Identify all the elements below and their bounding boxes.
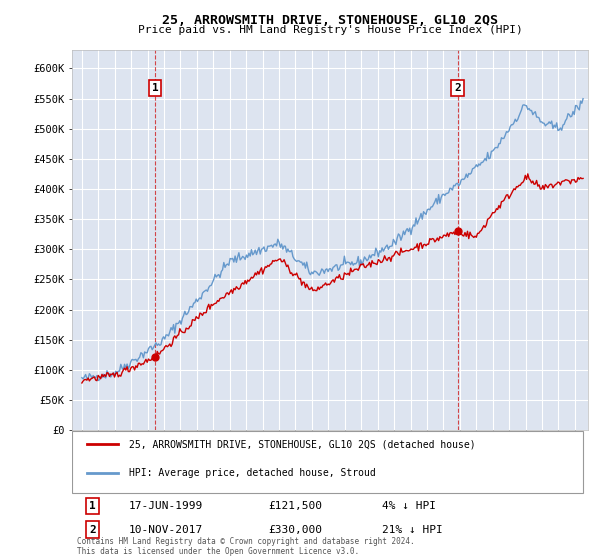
- Text: £330,000: £330,000: [268, 525, 322, 535]
- Text: £121,500: £121,500: [268, 501, 322, 511]
- Text: 1: 1: [89, 501, 96, 511]
- Text: Contains HM Land Registry data © Crown copyright and database right 2024.
This d: Contains HM Land Registry data © Crown c…: [77, 537, 415, 556]
- Text: 2: 2: [454, 83, 461, 93]
- Text: 1: 1: [152, 83, 158, 93]
- Text: 2: 2: [89, 525, 96, 535]
- Text: 4% ↓ HPI: 4% ↓ HPI: [382, 501, 436, 511]
- Text: 25, ARROWSMITH DRIVE, STONEHOUSE, GL10 2QS: 25, ARROWSMITH DRIVE, STONEHOUSE, GL10 2…: [162, 14, 498, 27]
- FancyBboxPatch shape: [72, 431, 583, 493]
- Text: 17-JUN-1999: 17-JUN-1999: [129, 501, 203, 511]
- Text: 10-NOV-2017: 10-NOV-2017: [129, 525, 203, 535]
- Text: 21% ↓ HPI: 21% ↓ HPI: [382, 525, 442, 535]
- Text: Price paid vs. HM Land Registry's House Price Index (HPI): Price paid vs. HM Land Registry's House …: [137, 25, 523, 35]
- Text: HPI: Average price, detached house, Stroud: HPI: Average price, detached house, Stro…: [129, 468, 376, 478]
- Text: 25, ARROWSMITH DRIVE, STONEHOUSE, GL10 2QS (detached house): 25, ARROWSMITH DRIVE, STONEHOUSE, GL10 2…: [129, 440, 475, 449]
